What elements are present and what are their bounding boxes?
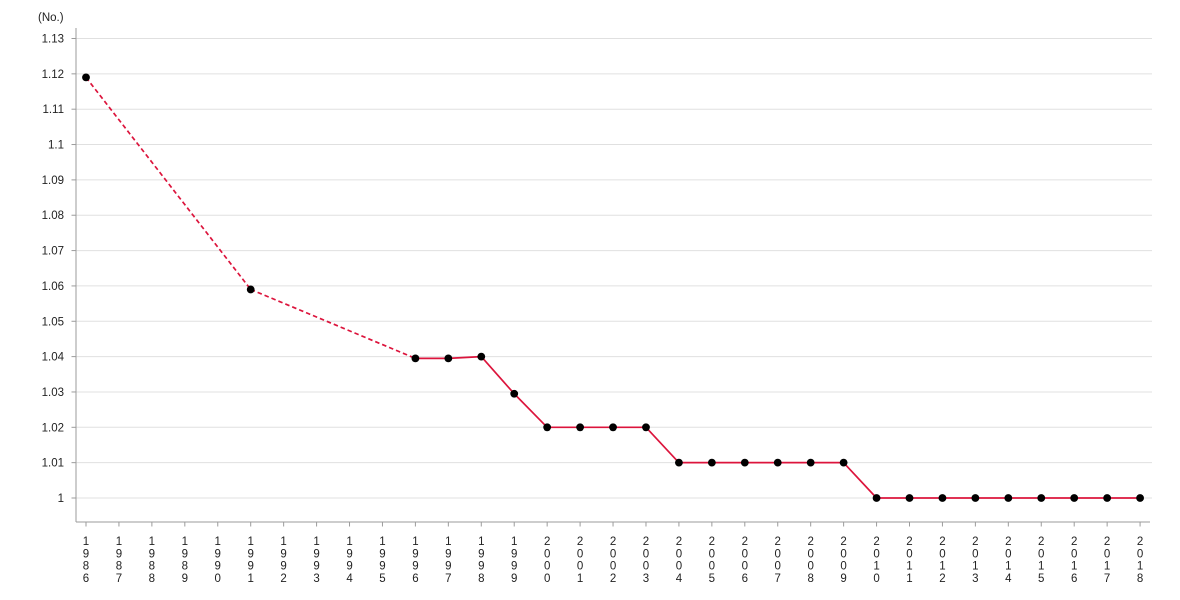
y-tick-label: 1: [58, 493, 64, 505]
data-point: [872, 494, 881, 502]
data-point: [510, 389, 519, 398]
y-tick-label: 1.04: [42, 352, 65, 364]
data-point: [740, 458, 749, 467]
gridlines: [76, 38, 1152, 499]
y-tick-label: 1.09: [42, 175, 64, 187]
y-tick-label: 1.13: [42, 34, 64, 46]
data-series: [82, 73, 1144, 502]
y-tick-label: 1.12: [42, 69, 64, 81]
y-tick-label: 1.11: [42, 104, 64, 116]
data-point: [938, 494, 947, 502]
data-point: [839, 458, 848, 467]
data-point: [1037, 494, 1046, 502]
y-axis-unit-label: (No.): [38, 12, 64, 24]
y-tick-label: 1.1: [48, 140, 64, 152]
data-point: [411, 354, 420, 363]
data-point: [1004, 494, 1013, 502]
data-point: [576, 423, 584, 432]
y-tick-label: 1.01: [42, 458, 64, 470]
y-tick-label: 1.05: [42, 316, 64, 328]
x-axis: 1 9 8 6 1 9 8 7 1 9 8 8 1 9 8 9 1 9 9 0 1 9 9 1 1 9 9 2 1 9 9 3 1 9 9 4 1 9 9 5…: [76, 521, 1150, 585]
data-point: [246, 285, 255, 294]
series-segment: [513, 393, 548, 428]
data-point: [905, 494, 914, 502]
data-point: [444, 354, 453, 363]
series-segment: [448, 355, 482, 360]
y-axis: 1 1.01 1.02 1.03 1.04 1.05 1.06 1.07 1.08 1.09 1.1…: [42, 28, 77, 522]
series-segment: [842, 462, 878, 499]
data-point: [806, 458, 815, 467]
y-tick-label: 1.03: [42, 387, 64, 399]
series-segment: [645, 426, 680, 464]
data-point: [707, 458, 716, 467]
data-point: [1070, 494, 1079, 502]
data-point: [642, 423, 650, 432]
y-tick-label: 1.08: [42, 210, 64, 222]
data-point: [675, 458, 683, 467]
data-point: [1136, 494, 1144, 502]
data-point: [773, 458, 782, 467]
data-point: [543, 423, 552, 432]
y-tick-label: 1.02: [42, 422, 64, 434]
data-point: [971, 494, 980, 502]
y-tick-label: 1.06: [42, 281, 64, 293]
data-point: [609, 423, 617, 432]
series-segment: [480, 356, 515, 395]
y-tick-label: 1.07: [42, 246, 64, 258]
data-point: [1103, 494, 1112, 502]
data-point: [477, 352, 486, 361]
series-segment-dashed: [250, 288, 416, 360]
data-point: [82, 73, 90, 82]
